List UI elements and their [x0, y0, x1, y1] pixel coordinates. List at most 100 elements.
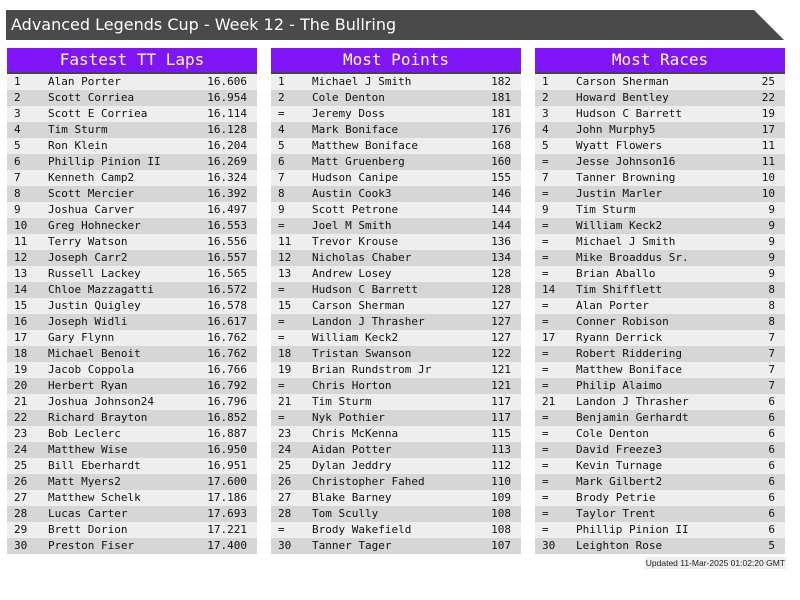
rank: 18 [278, 347, 292, 360]
table-row: 28 Tom Scully 108 [271, 506, 521, 522]
value: 109 [491, 491, 511, 504]
value: 108 [491, 523, 511, 536]
driver-name: Jacob Coppola [48, 363, 135, 376]
driver-name: Philip Alaimo [576, 379, 663, 392]
value: 6 [768, 443, 775, 456]
driver-name: Christopher Fahed [312, 475, 425, 488]
driver-name: Joel M Smith [312, 219, 392, 232]
driver-name: Joseph Widli [48, 315, 128, 328]
table-row: 2 Howard Bentley 22 [535, 90, 785, 106]
rank: 6 [14, 155, 21, 168]
driver-name: Brett Dorion [48, 523, 128, 536]
driver-name: Hudson C Barrett [576, 107, 682, 120]
rank: 24 [14, 443, 28, 456]
rank: 2 [542, 91, 549, 104]
value: 121 [491, 379, 511, 392]
value: 9 [768, 235, 775, 248]
driver-name: Brian Rundstrom Jr [312, 363, 432, 376]
driver-name: Dylan Jeddry [312, 459, 392, 472]
table-row: 12 Nicholas Chaber 134 [271, 250, 521, 266]
value: 117 [491, 411, 511, 424]
driver-name: Ron Klein [48, 139, 108, 152]
table-row: = Hudson C Barrett 128 [271, 282, 521, 298]
table-row: 22 Richard Brayton 16.852 [7, 410, 257, 426]
value: 6 [768, 395, 775, 408]
value: 144 [491, 219, 511, 232]
rank: = [542, 219, 549, 232]
driver-name: Gary Flynn [48, 331, 115, 344]
table-row: = Landon J Thrasher 127 [271, 314, 521, 330]
value: 122 [491, 347, 511, 360]
rank: 1 [542, 75, 549, 88]
value: 9 [768, 251, 775, 264]
driver-name: Blake Barney [312, 491, 392, 504]
table-row: 4 John Murphy5 17 [535, 122, 785, 138]
table-row: 9 Tim Sturm 9 [535, 202, 785, 218]
rank: 17 [542, 331, 556, 344]
value: 110 [491, 475, 511, 488]
rank: 27 [14, 491, 28, 504]
driver-name: Matt Myers2 [48, 475, 121, 488]
value: 168 [491, 139, 511, 152]
value: 16.114 [207, 107, 247, 120]
table-row: 4 Mark Boniface 176 [271, 122, 521, 138]
value: 16.553 [207, 219, 247, 232]
driver-name: Tristan Swanson [312, 347, 412, 360]
driver-name: Tom Scully [312, 507, 379, 520]
rank: = [278, 219, 285, 232]
board-header: Most Points [271, 48, 521, 74]
value: 181 [491, 107, 511, 120]
value: 6 [768, 475, 775, 488]
table-row: = Nyk Pothier 117 [271, 410, 521, 426]
table-row: 20 Herbert Ryan 16.792 [7, 378, 257, 394]
rank: 18 [14, 347, 28, 360]
rank: 5 [542, 139, 549, 152]
driver-name: John Murphy5 [576, 123, 656, 136]
value: 117 [491, 395, 511, 408]
rank: = [542, 411, 549, 424]
driver-name: Herbert Ryan [48, 379, 128, 392]
driver-name: Michael J Smith [576, 235, 676, 248]
rank: 27 [278, 491, 292, 504]
table-row: 26 Christopher Fahed 110 [271, 474, 521, 490]
rank: 22 [14, 411, 28, 424]
value: 16.606 [207, 75, 247, 88]
driver-name: Brian Aballo [576, 267, 656, 280]
table-row: = Michael J Smith 9 [535, 234, 785, 250]
driver-name: Wyatt Flowers [576, 139, 663, 152]
table-row: 2 Scott Corriea 16.954 [7, 90, 257, 106]
rank: 21 [278, 395, 292, 408]
rank: 8 [14, 187, 21, 200]
driver-name: Trevor Krouse [312, 235, 399, 248]
driver-name: Kevin Turnage [576, 459, 663, 472]
table-row: 13 Andrew Losey 128 [271, 266, 521, 282]
value: 127 [491, 299, 511, 312]
table-row: 18 Tristan Swanson 122 [271, 346, 521, 362]
table-row: 2 Cole Denton 181 [271, 90, 521, 106]
table-row: 8 Austin Cook3 146 [271, 186, 521, 202]
rank: = [278, 107, 285, 120]
driver-name: Tim Shifflett [576, 283, 663, 296]
value: 16.762 [207, 331, 247, 344]
value: 17.693 [207, 507, 247, 520]
value: 16.950 [207, 443, 247, 456]
table-row: = Philip Alaimo 7 [535, 378, 785, 394]
table-row: = David Freeze3 6 [535, 442, 785, 458]
value: 11 [761, 155, 775, 168]
value: 16.852 [207, 411, 247, 424]
table-row: 30 Preston Fiser 17.400 [7, 538, 257, 554]
driver-name: William Keck2 [576, 219, 663, 232]
table-row: 14 Tim Shifflett 8 [535, 282, 785, 298]
rank: 29 [14, 523, 28, 536]
table-row: 7 Kenneth Camp2 16.324 [7, 170, 257, 186]
driver-name: Chloe Mazzagatti [48, 283, 154, 296]
value: 16.951 [207, 459, 247, 472]
rank: 3 [14, 107, 21, 120]
rank: 12 [14, 251, 28, 264]
driver-name: Tim Sturm [48, 123, 108, 136]
value: 16.324 [207, 171, 247, 184]
rank: 13 [14, 267, 28, 280]
value: 146 [491, 187, 511, 200]
driver-name: Bob Leclerc [48, 427, 121, 440]
driver-name: Matthew Boniface [576, 363, 682, 376]
